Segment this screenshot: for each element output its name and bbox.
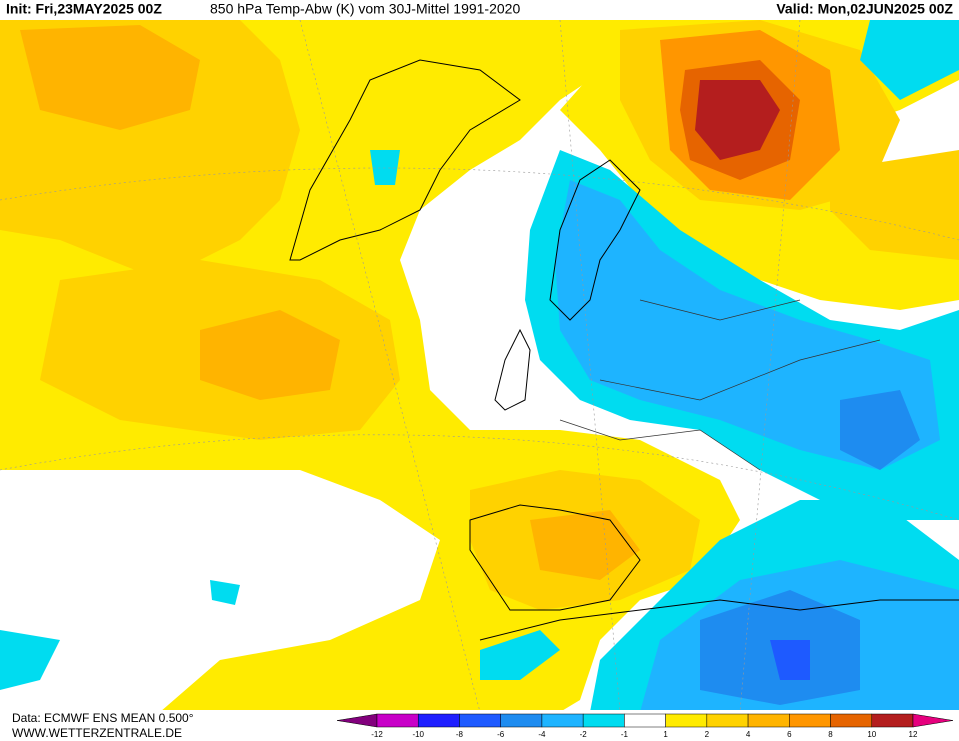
colorbar-label: -12 — [371, 730, 383, 739]
colorbar-label: -1 — [621, 730, 629, 739]
anomaly-minus-4-minus-2 — [555, 180, 940, 470]
colorbar-label: 8 — [828, 730, 833, 739]
anomaly-2-4 — [830, 150, 959, 260]
colorbar-triangle — [912, 713, 954, 728]
colorbar-segment — [500, 713, 543, 728]
colorbar-segment — [830, 713, 873, 728]
anomaly-minus-2-minus-1 — [0, 630, 60, 690]
coastline-africa — [479, 599, 959, 641]
colorbar-label: -10 — [412, 730, 424, 739]
coastline-scandinavia — [549, 159, 641, 321]
anomaly-minus-6-minus-4 — [840, 390, 920, 470]
colorbar-label: 1 — [663, 730, 668, 739]
colorbar-segment — [747, 713, 790, 728]
anomaly-minus-8-minus-6 — [770, 640, 810, 680]
colorbar-segment — [665, 713, 708, 728]
colorbar-segment — [376, 713, 419, 728]
colorbar-segment — [871, 713, 914, 728]
valid-time: Valid: Mon,02JUN2025 00Z — [776, 1, 953, 17]
anomaly-minus-2-minus-1 — [480, 630, 560, 680]
colorbar-label: -2 — [580, 730, 588, 739]
colorbar-label: 10 — [867, 730, 876, 739]
colorbar: -12 -10 -8 -6 -4 -2 -1 1 2 4 6 8 10 12 — [336, 713, 954, 739]
colorbar-segment — [789, 713, 831, 728]
anomaly-minus-2-minus-1 — [210, 580, 240, 605]
coastline-greenland — [289, 59, 521, 261]
colorbar-label: 2 — [705, 730, 710, 739]
anomaly-10-12 — [695, 80, 780, 160]
colorbar-segment — [624, 713, 666, 728]
coastline-iberia — [469, 504, 641, 611]
country-borders — [559, 299, 881, 471]
colorbar-label: 12 — [909, 730, 918, 739]
map-title: 850 hPa Temp-Abw (K) vom 30J-Mittel 1991… — [210, 1, 520, 17]
colorbar-segment — [417, 713, 460, 728]
colorbar-label: -4 — [538, 730, 546, 739]
colorbar-segment — [706, 713, 749, 728]
anomaly-minus-2-minus-1 — [860, 20, 959, 100]
coastline-britain — [494, 328, 531, 411]
graticule — [0, 19, 959, 713]
anomaly-4-6 — [200, 310, 340, 400]
anomaly-4-6 — [530, 510, 640, 580]
colorbar-label: -8 — [456, 730, 464, 739]
site-name: WWW.WETTERZENTRALE.DE — [12, 726, 182, 740]
colorbar-label: 6 — [787, 730, 792, 739]
header-band — [0, 0, 959, 20]
colorbar-label: 4 — [746, 730, 751, 739]
colorbar-segment — [582, 713, 625, 728]
map — [0, 19, 959, 713]
anomaly-4-6 — [20, 25, 200, 130]
anomaly-minus-2-minus-1 — [370, 150, 400, 185]
data-source: Data: ECMWF ENS MEAN 0.500° — [12, 711, 194, 725]
colorbar-label: -6 — [497, 730, 505, 739]
colorbar-segment — [541, 713, 584, 728]
init-time: Init: Fri,23MAY2025 00Z — [6, 1, 162, 17]
colorbar-segment — [459, 713, 501, 728]
